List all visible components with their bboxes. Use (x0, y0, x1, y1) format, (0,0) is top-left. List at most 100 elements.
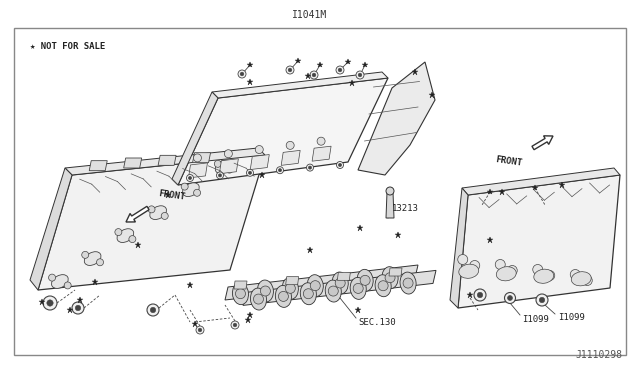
Ellipse shape (84, 252, 101, 266)
FancyArrow shape (126, 206, 149, 222)
Polygon shape (193, 153, 211, 163)
Circle shape (378, 281, 388, 291)
Circle shape (214, 160, 221, 167)
Circle shape (260, 286, 270, 296)
Ellipse shape (382, 267, 398, 289)
Circle shape (338, 68, 342, 72)
Circle shape (236, 289, 246, 299)
Ellipse shape (400, 272, 416, 294)
Circle shape (278, 169, 282, 172)
Polygon shape (386, 192, 394, 218)
Circle shape (147, 304, 159, 316)
Circle shape (181, 183, 188, 190)
Circle shape (307, 164, 314, 171)
Polygon shape (285, 277, 299, 285)
Ellipse shape (325, 280, 341, 302)
Circle shape (129, 235, 136, 243)
Polygon shape (65, 148, 265, 175)
Circle shape (386, 187, 394, 195)
Circle shape (495, 260, 505, 269)
Circle shape (336, 66, 344, 74)
Circle shape (582, 276, 592, 285)
Circle shape (317, 137, 325, 145)
Polygon shape (250, 154, 269, 170)
Ellipse shape (282, 278, 298, 299)
Circle shape (161, 212, 168, 219)
Text: I1099: I1099 (558, 313, 585, 322)
Ellipse shape (232, 283, 248, 305)
Ellipse shape (357, 269, 373, 291)
Circle shape (470, 260, 480, 270)
Polygon shape (178, 78, 388, 185)
Circle shape (356, 71, 364, 79)
Polygon shape (450, 188, 468, 308)
Circle shape (97, 259, 104, 266)
Circle shape (72, 302, 84, 314)
Circle shape (76, 305, 81, 311)
Circle shape (246, 169, 253, 176)
Polygon shape (234, 281, 247, 289)
Text: 13213: 13213 (392, 203, 419, 212)
Text: FRONT: FRONT (495, 155, 523, 168)
Circle shape (288, 68, 292, 72)
Ellipse shape (459, 264, 479, 278)
Circle shape (43, 296, 57, 310)
Ellipse shape (534, 269, 554, 283)
Ellipse shape (150, 206, 166, 219)
Polygon shape (220, 159, 238, 174)
Polygon shape (30, 168, 72, 290)
Circle shape (358, 73, 362, 77)
Ellipse shape (52, 275, 68, 288)
Ellipse shape (375, 275, 391, 297)
Circle shape (115, 229, 122, 235)
Polygon shape (312, 146, 331, 161)
Polygon shape (158, 155, 176, 165)
Circle shape (47, 300, 53, 306)
Ellipse shape (275, 285, 291, 307)
Circle shape (82, 251, 89, 259)
Circle shape (335, 278, 345, 288)
FancyArrow shape (532, 136, 553, 150)
Ellipse shape (257, 280, 273, 302)
Text: SEC.130: SEC.130 (358, 318, 396, 327)
Circle shape (196, 326, 204, 334)
Circle shape (231, 321, 239, 329)
Polygon shape (225, 265, 418, 300)
Circle shape (276, 167, 284, 174)
Circle shape (540, 297, 545, 303)
Circle shape (216, 172, 223, 179)
Circle shape (308, 166, 312, 169)
Circle shape (508, 295, 513, 301)
Polygon shape (89, 161, 108, 171)
Circle shape (64, 282, 71, 289)
Ellipse shape (350, 278, 366, 299)
Circle shape (225, 150, 232, 158)
Circle shape (310, 71, 318, 79)
Circle shape (226, 166, 233, 173)
Circle shape (278, 291, 289, 301)
Ellipse shape (117, 229, 134, 243)
Text: J1110298: J1110298 (575, 350, 622, 360)
Circle shape (218, 174, 221, 177)
Circle shape (148, 206, 155, 213)
Circle shape (458, 254, 468, 264)
Circle shape (545, 270, 555, 280)
Circle shape (570, 269, 580, 279)
Circle shape (310, 280, 320, 291)
Circle shape (353, 283, 364, 294)
Circle shape (360, 275, 370, 285)
Polygon shape (389, 268, 402, 276)
Circle shape (504, 292, 515, 304)
Polygon shape (38, 155, 265, 290)
Circle shape (303, 289, 314, 299)
Circle shape (248, 171, 252, 174)
Circle shape (385, 273, 395, 283)
Text: FRONT: FRONT (158, 189, 186, 202)
Circle shape (312, 73, 316, 77)
Circle shape (285, 283, 295, 294)
Ellipse shape (300, 283, 316, 305)
Circle shape (193, 189, 200, 196)
Circle shape (238, 70, 246, 78)
Circle shape (186, 174, 193, 182)
Circle shape (286, 66, 294, 74)
